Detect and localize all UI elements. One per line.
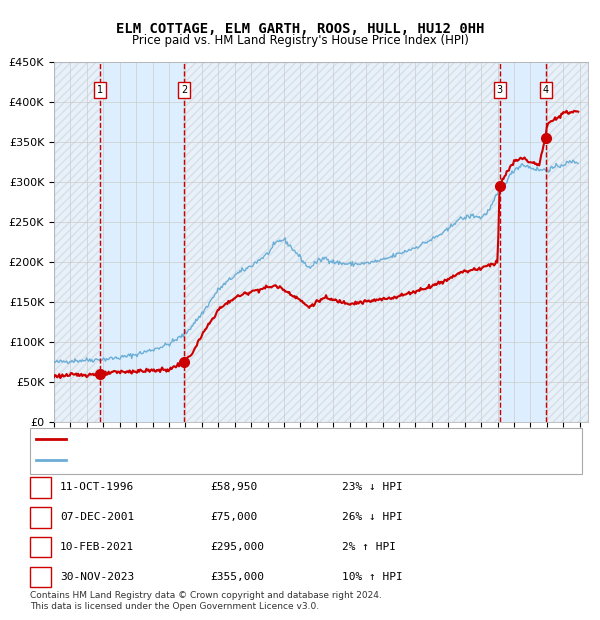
Bar bbox=[54, 62, 100, 422]
Text: 11-OCT-1996: 11-OCT-1996 bbox=[60, 482, 134, 492]
Bar bbox=[100, 62, 184, 422]
Bar bbox=[184, 62, 500, 422]
Text: 10-FEB-2021: 10-FEB-2021 bbox=[60, 542, 134, 552]
Text: 3: 3 bbox=[37, 542, 44, 552]
Bar bbox=[54, 62, 100, 422]
Text: 26% ↓ HPI: 26% ↓ HPI bbox=[342, 512, 403, 522]
Text: £58,950: £58,950 bbox=[210, 482, 257, 492]
Text: ELM COTTAGE, ELM GARTH, ROOS, HULL, HU12 0HH (detached house): ELM COTTAGE, ELM GARTH, ROOS, HULL, HU12… bbox=[72, 434, 416, 444]
Text: 1: 1 bbox=[97, 85, 103, 95]
Text: 2: 2 bbox=[181, 85, 187, 95]
Text: Contains HM Land Registry data © Crown copyright and database right 2024.
This d: Contains HM Land Registry data © Crown c… bbox=[30, 591, 382, 611]
Text: £295,000: £295,000 bbox=[210, 542, 264, 552]
Text: 10% ↑ HPI: 10% ↑ HPI bbox=[342, 572, 403, 582]
Bar bbox=[184, 62, 500, 422]
Text: ELM COTTAGE, ELM GARTH, ROOS, HULL, HU12 0HH: ELM COTTAGE, ELM GARTH, ROOS, HULL, HU12… bbox=[116, 22, 484, 36]
Bar bbox=[545, 62, 588, 422]
Text: HPI: Average price, detached house, East Riding of Yorkshire: HPI: Average price, detached house, East… bbox=[72, 455, 367, 465]
Text: Price paid vs. HM Land Registry's House Price Index (HPI): Price paid vs. HM Land Registry's House … bbox=[131, 34, 469, 47]
Text: 3: 3 bbox=[497, 85, 503, 95]
Bar bbox=[545, 62, 588, 422]
Text: 1: 1 bbox=[37, 482, 44, 492]
Text: 2: 2 bbox=[37, 512, 44, 522]
Bar bbox=[500, 62, 545, 422]
Text: £355,000: £355,000 bbox=[210, 572, 264, 582]
Text: 30-NOV-2023: 30-NOV-2023 bbox=[60, 572, 134, 582]
Text: 23% ↓ HPI: 23% ↓ HPI bbox=[342, 482, 403, 492]
Text: £75,000: £75,000 bbox=[210, 512, 257, 522]
Text: 4: 4 bbox=[37, 572, 44, 582]
Text: 4: 4 bbox=[542, 85, 548, 95]
Text: 07-DEC-2001: 07-DEC-2001 bbox=[60, 512, 134, 522]
Text: 2% ↑ HPI: 2% ↑ HPI bbox=[342, 542, 396, 552]
